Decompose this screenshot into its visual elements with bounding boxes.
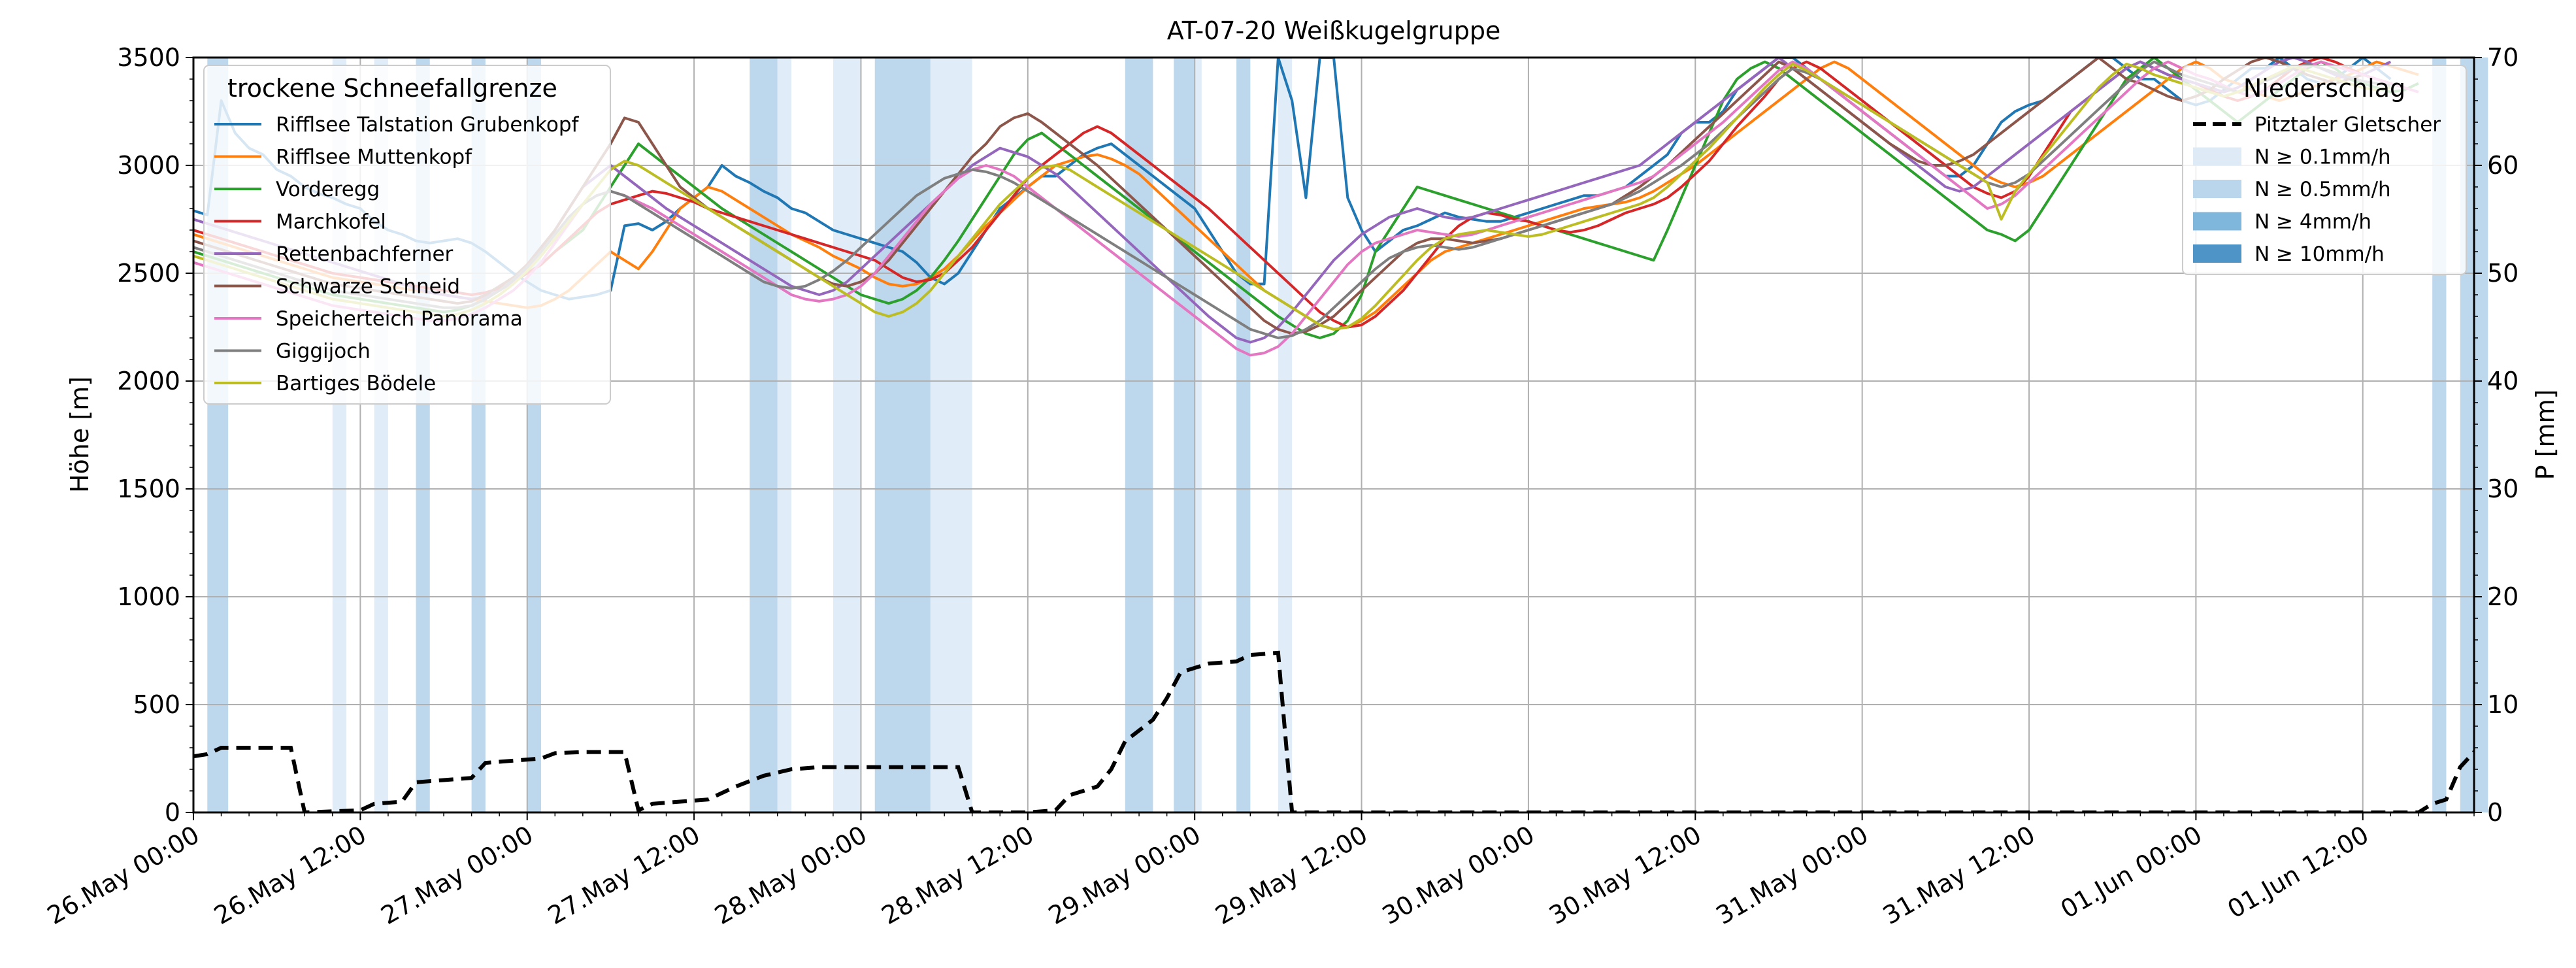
y-left-tick-label: 3000 xyxy=(117,151,180,180)
precipitation-line xyxy=(193,650,2474,812)
y-right-tick-label: 50 xyxy=(2487,259,2518,288)
legend-left-entries: Rifflsee Talstation Grubenkopf Rifflsee M… xyxy=(214,113,580,395)
y-left-tick-label: 1500 xyxy=(117,475,180,503)
y-left-tick-label: 500 xyxy=(133,690,180,719)
y-left-tick-label: 0 xyxy=(165,798,180,827)
legend-left-label: Rifflsee Muttenkopf xyxy=(276,146,472,169)
legend-left-label: Marchkofel xyxy=(276,210,386,234)
legend-right-label: N ≥ 0.1mm/h xyxy=(2254,146,2391,169)
legend-left: trockene Schneefallgrenze Rifflsee Talst… xyxy=(203,65,611,405)
legend-left-label: Rifflsee Talstation Grubenkopf xyxy=(276,113,580,137)
legend-right-entries: Pitztaler Gletscher N ≥ 0.1mm/h N ≥ 0.5mm/… xyxy=(2193,113,2441,266)
y-right-tick-label: 0 xyxy=(2487,798,2503,827)
y-right-tick-label: 70 xyxy=(2487,43,2518,72)
precip-line-path xyxy=(193,650,2474,812)
legend-right-label: Pitztaler Gletscher xyxy=(2254,113,2441,137)
chart-title: AT-07-20 Weißkugelgruppe xyxy=(1167,16,1501,45)
y-right-tick-label: 30 xyxy=(2487,475,2518,503)
precip-band xyxy=(1195,58,1202,812)
legend-right-swatch xyxy=(2193,180,2241,198)
precip-band xyxy=(1278,58,1293,812)
y-left-tick-label: 3500 xyxy=(117,43,180,72)
y-axis-left-label: Höhe [m] xyxy=(65,376,94,493)
y-left-tick-label: 2500 xyxy=(117,259,180,288)
legend-right-swatch xyxy=(2193,147,2241,166)
y-right-tick-label: 10 xyxy=(2487,690,2518,719)
y-axis-right-ticks: 0 10 20 30 40 50 60 70 xyxy=(2474,43,2518,827)
legend-right-label: N ≥ 10mm/h xyxy=(2254,242,2385,266)
y-right-tick-label: 20 xyxy=(2487,582,2518,611)
y-left-tick-label: 2000 xyxy=(117,367,180,395)
legend-right-label: N ≥ 0.5mm/h xyxy=(2254,178,2391,201)
y-left-tick-label: 1000 xyxy=(117,582,180,611)
legend-right-title: Niederschlag xyxy=(2243,74,2405,103)
precip-band xyxy=(1174,58,1195,812)
precip-band xyxy=(1236,58,1251,812)
precip-band xyxy=(1125,58,1153,812)
legend-left-label: Rettenbachferner xyxy=(276,242,454,266)
legend-right-label: N ≥ 4mm/h xyxy=(2254,210,2371,234)
precip-band xyxy=(874,58,931,812)
legend-right: Niederschlag Pitztaler Gletscher N ≥ 0.1m… xyxy=(2182,65,2467,275)
legend-left-label: Vorderegg xyxy=(276,178,380,201)
legend-right-box xyxy=(2182,65,2467,275)
legend-left-label: Speicherteich Panorama xyxy=(276,307,523,331)
y-right-tick-label: 60 xyxy=(2487,151,2518,180)
legend-left-label: Schwarze Schneid xyxy=(276,275,460,299)
y-axis-right-label: P [mm] xyxy=(2531,390,2560,480)
y-right-tick-label: 40 xyxy=(2487,367,2518,395)
legend-right-swatch xyxy=(2193,244,2241,263)
precip-band xyxy=(833,58,861,812)
legend-left-title: trockene Schneefallgrenze xyxy=(227,74,557,103)
precip-band xyxy=(777,58,792,812)
precip-band xyxy=(750,58,778,812)
legend-right-swatch xyxy=(2193,212,2241,231)
legend-left-label: Bartiges Bödele xyxy=(276,372,436,395)
legend-left-label: Giggijoch xyxy=(276,340,371,363)
legend-left-box xyxy=(203,65,611,405)
y-axis-left-ticks: 0 500 1000 1500 2000 2500 3000 3500 xyxy=(117,43,193,827)
